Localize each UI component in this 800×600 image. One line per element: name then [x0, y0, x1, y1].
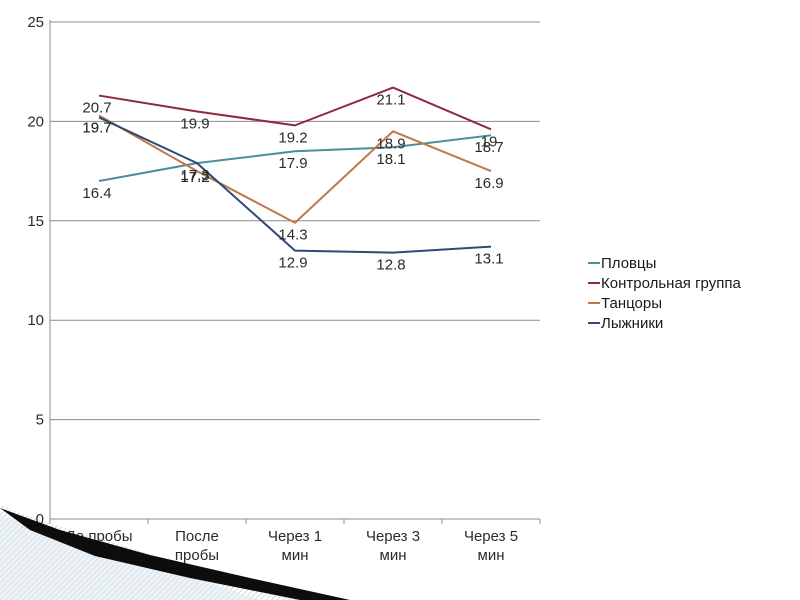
y-tick-label: 20 [27, 113, 44, 130]
x-category-label: После пробы [175, 528, 219, 564]
series-line-2 [98, 86, 492, 131]
data-label: 18.7 [474, 139, 503, 156]
x-category-label-line: мин [380, 547, 407, 564]
y-tick-label: 5 [36, 412, 44, 429]
legend-label: Танцоры [601, 295, 662, 312]
data-label: 12.8 [376, 257, 405, 274]
x-category-label: Через 1 мин [268, 528, 322, 564]
x-category-label: Через 5 мин [464, 528, 518, 564]
y-tick-label: 15 [27, 213, 44, 230]
data-label: 21.1 [376, 92, 405, 109]
x-category-label-line: пробы [175, 547, 219, 564]
x-category-label-line: Через 5 [464, 528, 518, 545]
data-label: 18.9 [376, 135, 405, 152]
data-label: 17.9 [278, 155, 307, 172]
y-tick-label: 0 [36, 511, 44, 528]
slide-corner-decoration [0, 505, 350, 600]
data-label: 19.2 [278, 129, 307, 146]
data-label: 19.9 [180, 115, 209, 132]
x-category-label-line: Через 3 [366, 528, 420, 545]
data-label: 19.7 [82, 119, 111, 136]
x-category-label-line: После [175, 528, 219, 545]
data-label: 17.3 [180, 167, 209, 184]
x-category-label: Через 3 мин [366, 528, 420, 564]
data-label: 20.7 [82, 99, 111, 116]
data-label: 16.4 [82, 185, 111, 202]
y-tick-label: 25 [27, 14, 44, 31]
data-label: 17.2 [180, 169, 209, 186]
x-category-label-line: мин [282, 547, 309, 564]
x-category-label-line: Через 1 [268, 528, 322, 545]
data-label: 17.2 [180, 169, 209, 186]
data-label: 18.1 [376, 151, 405, 168]
legend-label: Лыжники [601, 315, 663, 332]
data-label: 14.3 [278, 227, 307, 244]
data-label: 19.7 [82, 119, 111, 136]
legend-label: Контрольная группа [601, 275, 741, 292]
legend-label: Пловцы [601, 255, 656, 272]
data-label: 13.1 [474, 251, 503, 268]
data-label: 16.9 [474, 175, 503, 192]
data-label: 19 [481, 133, 498, 150]
data-label: 12.9 [278, 255, 307, 272]
y-tick-label: 10 [27, 312, 44, 329]
x-category-label-line: мин [478, 547, 505, 564]
